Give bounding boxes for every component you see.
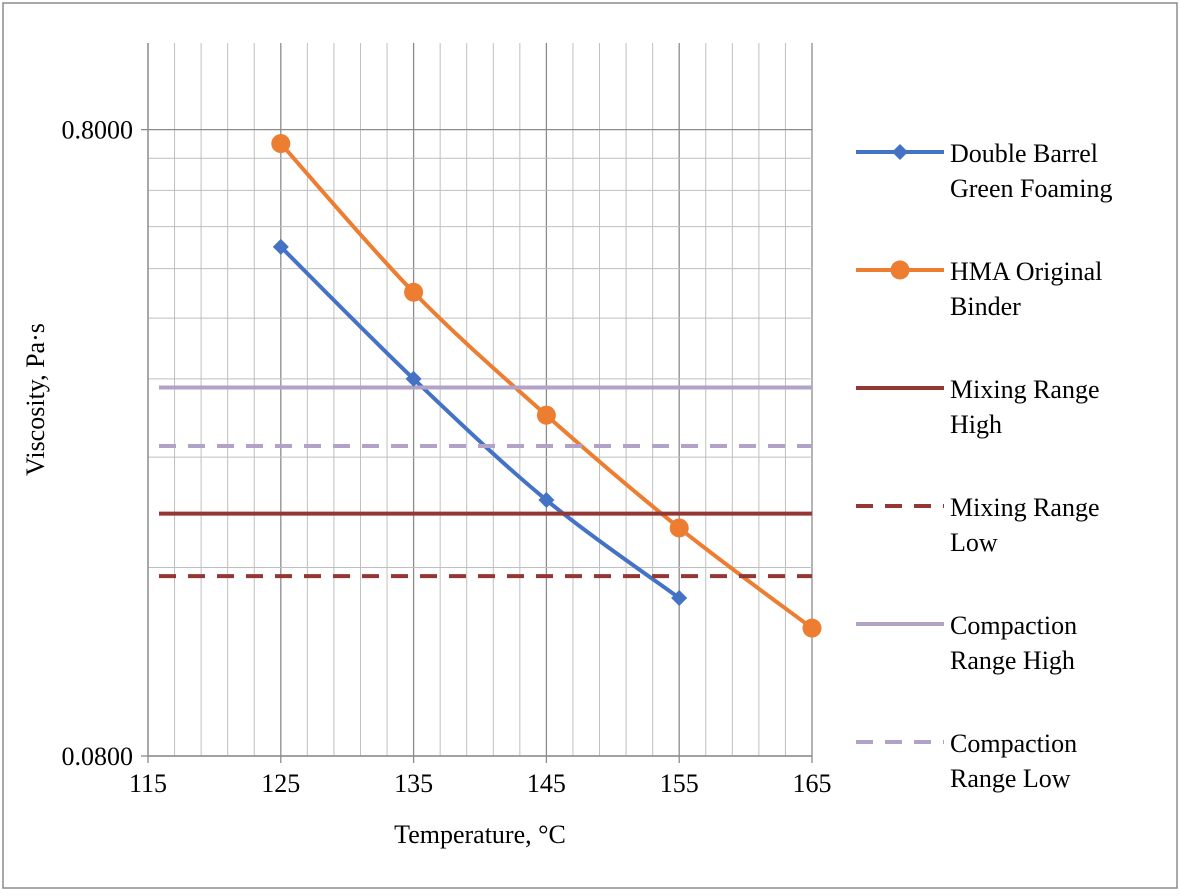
- legend-label: High: [950, 410, 1002, 439]
- legend-label: Compaction: [950, 611, 1077, 640]
- legend-label: Compaction: [950, 729, 1077, 758]
- legend-label: Mixing Range: [950, 493, 1100, 522]
- legend-label: Mixing Range: [950, 375, 1100, 404]
- x-tick-label: 125: [261, 769, 300, 798]
- legend-label: Binder: [950, 292, 1021, 321]
- tick-labels: 115 125 135 145 155 165 0.0800 0.8000: [62, 116, 832, 798]
- x-tick-label: 115: [129, 769, 167, 798]
- data-point-1: [802, 618, 822, 638]
- x-tick-label: 145: [527, 769, 566, 798]
- legend-label: Low: [950, 528, 998, 557]
- x-tick-label: 155: [660, 769, 699, 798]
- data-point-0: [671, 590, 688, 607]
- axes: [141, 43, 813, 763]
- legend-swatch-marker: [890, 260, 910, 280]
- x-tick-label: 165: [793, 769, 832, 798]
- legend-label: HMA Original: [950, 257, 1102, 286]
- gridlines: [148, 43, 813, 757]
- data-point-0: [538, 492, 555, 509]
- y-tick-label: 0.8000: [62, 116, 134, 145]
- series-markers: [271, 134, 822, 638]
- data-point-1: [271, 134, 291, 154]
- y-tick-label: 0.0800: [62, 742, 134, 771]
- legend: Double Barrel Green Foaming HMA Original Bi…: [856, 139, 1112, 793]
- data-point-0: [272, 238, 289, 255]
- data-point-1: [669, 518, 689, 538]
- legend-label: Range Low: [950, 764, 1071, 793]
- series-line-0: [279, 245, 681, 600]
- x-axis-title: Temperature, °C: [394, 820, 566, 849]
- x-tick-label: 135: [394, 769, 433, 798]
- data-point-1: [536, 405, 556, 425]
- y-axis-title: Viscosity, Pa·s: [21, 323, 50, 476]
- legend-swatch-marker: [892, 144, 908, 160]
- data-point-0: [405, 370, 422, 387]
- legend-label: Range High: [950, 646, 1075, 675]
- legend-label: Double Barrel: [950, 139, 1098, 168]
- legend-label: Green Foaming: [950, 174, 1112, 203]
- data-point-1: [404, 282, 424, 302]
